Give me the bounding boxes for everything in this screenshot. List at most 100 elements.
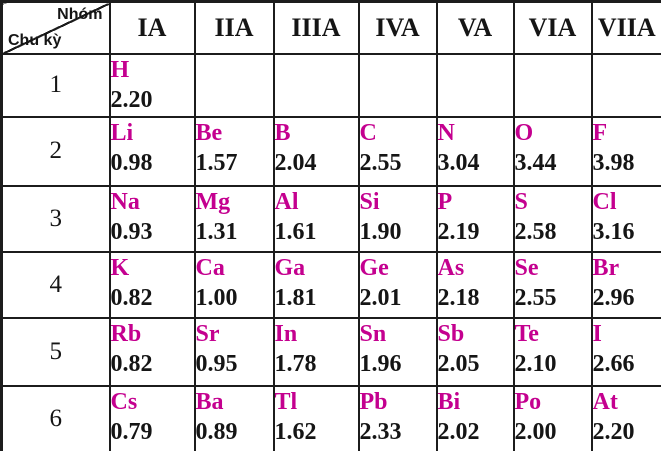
electronegativity-value: 2.01	[359, 284, 402, 311]
element-cell-Ga: Ga 1.81	[272, 250, 360, 319]
element-cell-Ge: Ge 2.01	[357, 250, 438, 319]
element-cell-H: H 2.20	[108, 52, 196, 118]
element-cell-Cl: Cl 3.16	[590, 184, 661, 253]
period-row-6: 6 Cs 0.79 Ba 0.89 Tl 1.62 Pb 2.33 Bi 2.02 Po 2.00 At 2…	[0, 384, 661, 451]
element-cell-Po: Po 2.00	[512, 384, 593, 451]
electronegativity-value: 1.78	[274, 350, 317, 377]
electronegativity-value: 2.18	[437, 284, 480, 311]
element-symbol: Na	[110, 188, 140, 215]
period-label-1: 1	[0, 52, 111, 118]
element-cell-I: I 2.66	[590, 316, 661, 387]
period-row-2: 2 Li 0.98 Be 1.57 B 2.04 C 2.55 N 3.04 O 3.44 F 3.98	[0, 115, 661, 187]
period-label-6: 6	[0, 384, 111, 451]
element-symbol: Ga	[274, 254, 306, 281]
element-symbol: P	[437, 188, 453, 215]
element-symbol: Te	[514, 320, 539, 347]
corner-cell: Nhóm Chu kỳ	[0, 0, 111, 55]
electronegativity-value: 1.31	[195, 218, 238, 245]
element-symbol: Se	[514, 254, 539, 281]
period-label-3: 3	[0, 184, 111, 253]
element-cell-Al: Al 1.61	[272, 184, 360, 253]
electronegativity-value: 2.02	[437, 418, 480, 445]
element-symbol: Cl	[592, 188, 617, 215]
element-symbol: Si	[359, 188, 380, 215]
electronegativity-value: 1.57	[195, 149, 238, 176]
element-cell-F: F 3.98	[590, 115, 661, 187]
element-cell-Te: Te 2.10	[512, 316, 593, 387]
element-cell-Li: Li 0.98	[108, 115, 196, 187]
element-cell-N: N 3.04	[435, 115, 515, 187]
element-symbol: Br	[592, 254, 620, 281]
element-cell-Bi: Bi 2.02	[435, 384, 515, 451]
electronegativity-value: 0.95	[195, 350, 238, 377]
electronegativity-value: 2.96	[592, 284, 635, 311]
element-cell-K: K 0.82	[108, 250, 196, 319]
element-symbol: Rb	[110, 320, 142, 347]
group-header-IVA: IVA	[357, 0, 438, 55]
element-symbol: S	[514, 188, 528, 215]
electronegativity-value: 3.16	[592, 218, 635, 245]
element-cell-O: O 3.44	[512, 115, 593, 187]
element-cell-Sb: Sb 2.05	[435, 316, 515, 387]
element-cell-As: As 2.18	[435, 250, 515, 319]
electronegativity-value: 2.55	[514, 284, 557, 311]
element-symbol: Ge	[359, 254, 389, 281]
electronegativity-value: 1.62	[274, 418, 317, 445]
element-cell-Rb: Rb 0.82	[108, 316, 196, 387]
period-label-5: 5	[0, 316, 111, 387]
element-cell-P: P 2.19	[435, 184, 515, 253]
electronegativity-value: 3.98	[592, 149, 635, 176]
empty-cell	[512, 52, 593, 118]
element-cell-Si: Si 1.90	[357, 184, 438, 253]
element-cell-Ba: Ba 0.89	[193, 384, 275, 451]
group-header-VIA: VIA	[512, 0, 593, 55]
element-cell-Br: Br 2.96	[590, 250, 661, 319]
electronegativity-value: 0.82	[110, 284, 153, 311]
electronegativity-value: 1.00	[195, 284, 238, 311]
element-cell-B: B 2.04	[272, 115, 360, 187]
element-symbol: I	[592, 320, 602, 347]
element-cell-At: At 2.20	[590, 384, 661, 451]
element-cell-In: In 1.78	[272, 316, 360, 387]
empty-cell	[193, 52, 275, 118]
electronegativity-value: 2.55	[359, 149, 402, 176]
electronegativity-value: 0.93	[110, 218, 153, 245]
period-label-2: 2	[0, 115, 111, 187]
group-header-VA: VA	[435, 0, 515, 55]
period-axis-label: Chu kỳ	[8, 31, 62, 49]
empty-cell	[357, 52, 438, 118]
period-row-1: 1 H 2.20	[0, 52, 661, 118]
period-row-3: 3 Na 0.93 Mg 1.31 Al 1.61 Si 1.90 P 2.19 S 2.58 Cl 3.1…	[0, 184, 661, 253]
element-symbol: H	[110, 56, 130, 83]
element-cell-Pb: Pb 2.33	[357, 384, 438, 451]
element-symbol: Pb	[359, 388, 388, 415]
element-cell-S: S 2.58	[512, 184, 593, 253]
group-header-VIIA: VIIA	[590, 0, 661, 55]
element-symbol: B	[274, 119, 291, 146]
electronegativity-value: 0.89	[195, 418, 238, 445]
element-symbol: Tl	[274, 388, 298, 415]
empty-cell	[435, 52, 515, 118]
electronegativity-value: 2.00	[514, 418, 557, 445]
electronegativity-value: 0.79	[110, 418, 153, 445]
element-symbol: Sn	[359, 320, 387, 347]
element-cell-Na: Na 0.93	[108, 184, 196, 253]
element-symbol: Al	[274, 188, 299, 215]
empty-cell	[272, 52, 360, 118]
element-cell-Se: Se 2.55	[512, 250, 593, 319]
element-cell-Sr: Sr 0.95	[193, 316, 275, 387]
period-label-4: 4	[0, 250, 111, 319]
element-symbol: Mg	[195, 188, 231, 215]
element-symbol: Sr	[195, 320, 220, 347]
element-symbol: Ba	[195, 388, 224, 415]
period-row-4: 4 K 0.82 Ca 1.00 Ga 1.81 Ge 2.01 As 2.18 Se 2.55 Br 2.…	[0, 250, 661, 319]
element-symbol: Li	[110, 119, 134, 146]
group-header-IA: IA	[108, 0, 196, 55]
element-symbol: Sb	[437, 320, 465, 347]
element-cell-Mg: Mg 1.31	[193, 184, 275, 253]
electronegativity-value: 2.05	[437, 350, 480, 377]
element-symbol: Cs	[110, 388, 138, 415]
element-symbol: As	[437, 254, 465, 281]
